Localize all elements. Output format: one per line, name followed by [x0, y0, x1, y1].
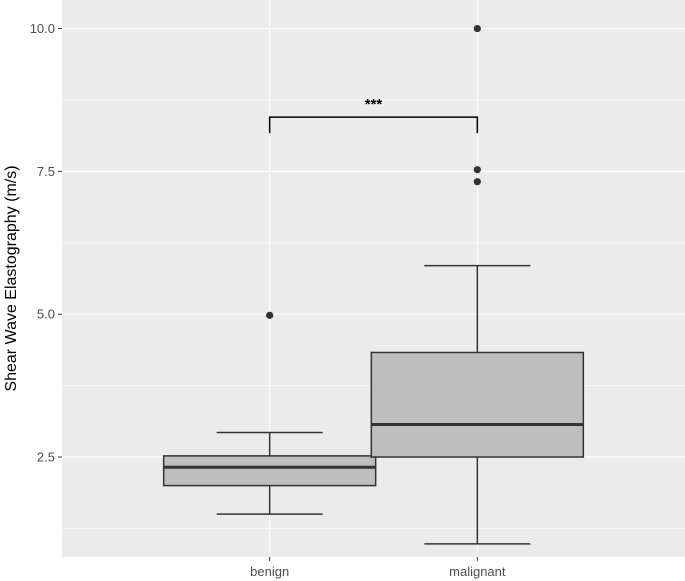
outlier-point: [473, 178, 481, 186]
box-malignant: [370, 24, 585, 545]
x-tick-label: malignant: [449, 564, 506, 579]
y-axis-title: Shear Wave Elastography (m/s): [3, 165, 20, 391]
significance-bracket: ***: [268, 96, 479, 134]
x-axis: benign malignant: [250, 557, 506, 579]
box-iqr: [162, 455, 377, 487]
outlier-point: [473, 24, 481, 33]
boxes-layer: [162, 24, 585, 545]
box-benign: [162, 311, 377, 515]
outlier-point: [266, 311, 274, 319]
y-tick-label: 5.0: [37, 307, 55, 322]
x-tick-label: benign: [250, 564, 289, 579]
y-tick-label: 7.5: [37, 164, 55, 179]
outlier-point: [473, 166, 481, 174]
y-tick-label: 2.5: [37, 450, 55, 465]
box-iqr: [370, 351, 585, 458]
significance-bracket-line: [268, 116, 479, 134]
y-tick-label: 10.0: [30, 21, 55, 36]
y-axis: 2.5 5.0 7.5 10.0: [30, 21, 62, 465]
significance-label: ***: [365, 96, 383, 113]
